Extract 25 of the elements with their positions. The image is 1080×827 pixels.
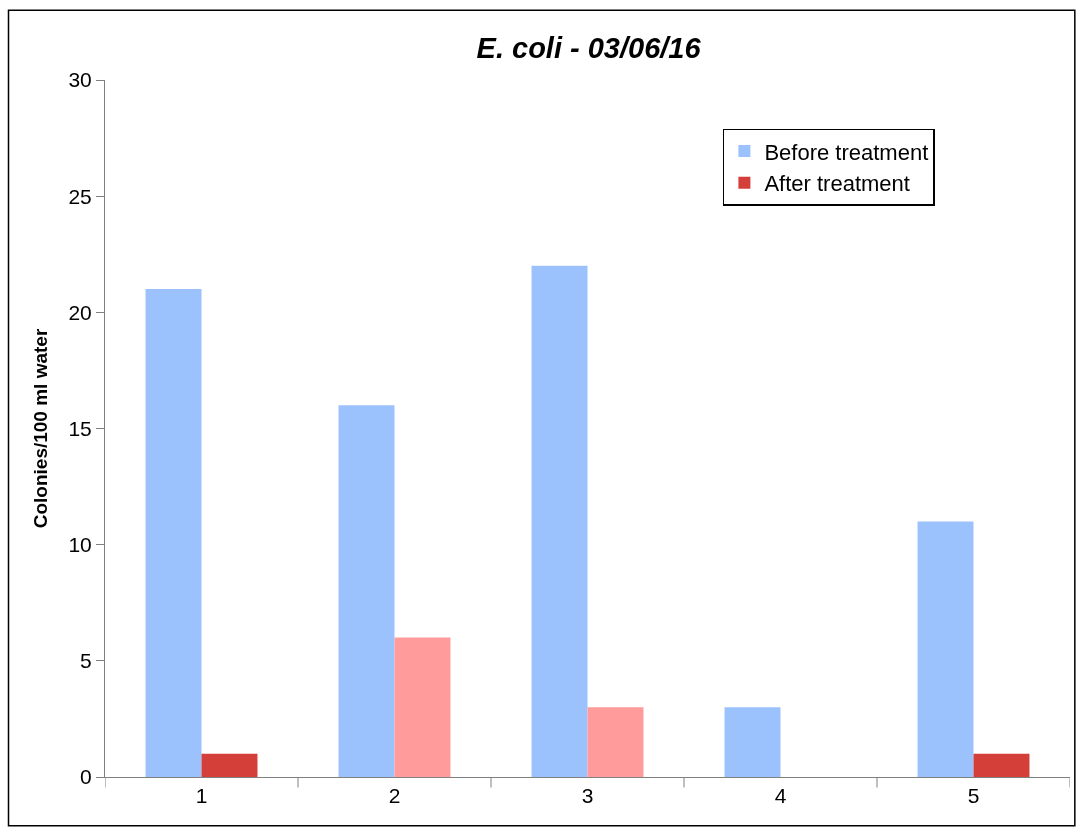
y-tick-label: 15 <box>68 416 92 440</box>
y-tick-label: 25 <box>68 184 92 208</box>
x-tick-label: 3 <box>581 784 594 808</box>
y-axis-title: Colonies/100 ml water <box>30 328 52 529</box>
bar <box>201 753 258 777</box>
x-tick-label: 1 <box>195 784 208 808</box>
chart-title: E. coli - 03/06/16 <box>476 31 702 64</box>
y-tick-label: 10 <box>68 533 92 557</box>
x-tick-label: 4 <box>774 784 787 808</box>
y-tick-label: 30 <box>68 68 92 92</box>
x-tick-label: 5 <box>967 784 980 808</box>
bar <box>531 265 588 777</box>
y-tick-label: 20 <box>68 300 92 324</box>
y-tick-label: 5 <box>80 649 92 673</box>
legend-label: After treatment <box>764 171 910 197</box>
bar <box>917 521 974 777</box>
bar <box>587 707 644 777</box>
bar <box>338 405 395 777</box>
y-tick-label: 0 <box>80 765 92 789</box>
bar <box>724 707 781 777</box>
x-tick-label: 2 <box>388 784 401 808</box>
bar <box>394 637 451 777</box>
legend-label: Before treatment <box>764 139 929 165</box>
bar <box>973 753 1030 777</box>
bar <box>145 289 202 777</box>
